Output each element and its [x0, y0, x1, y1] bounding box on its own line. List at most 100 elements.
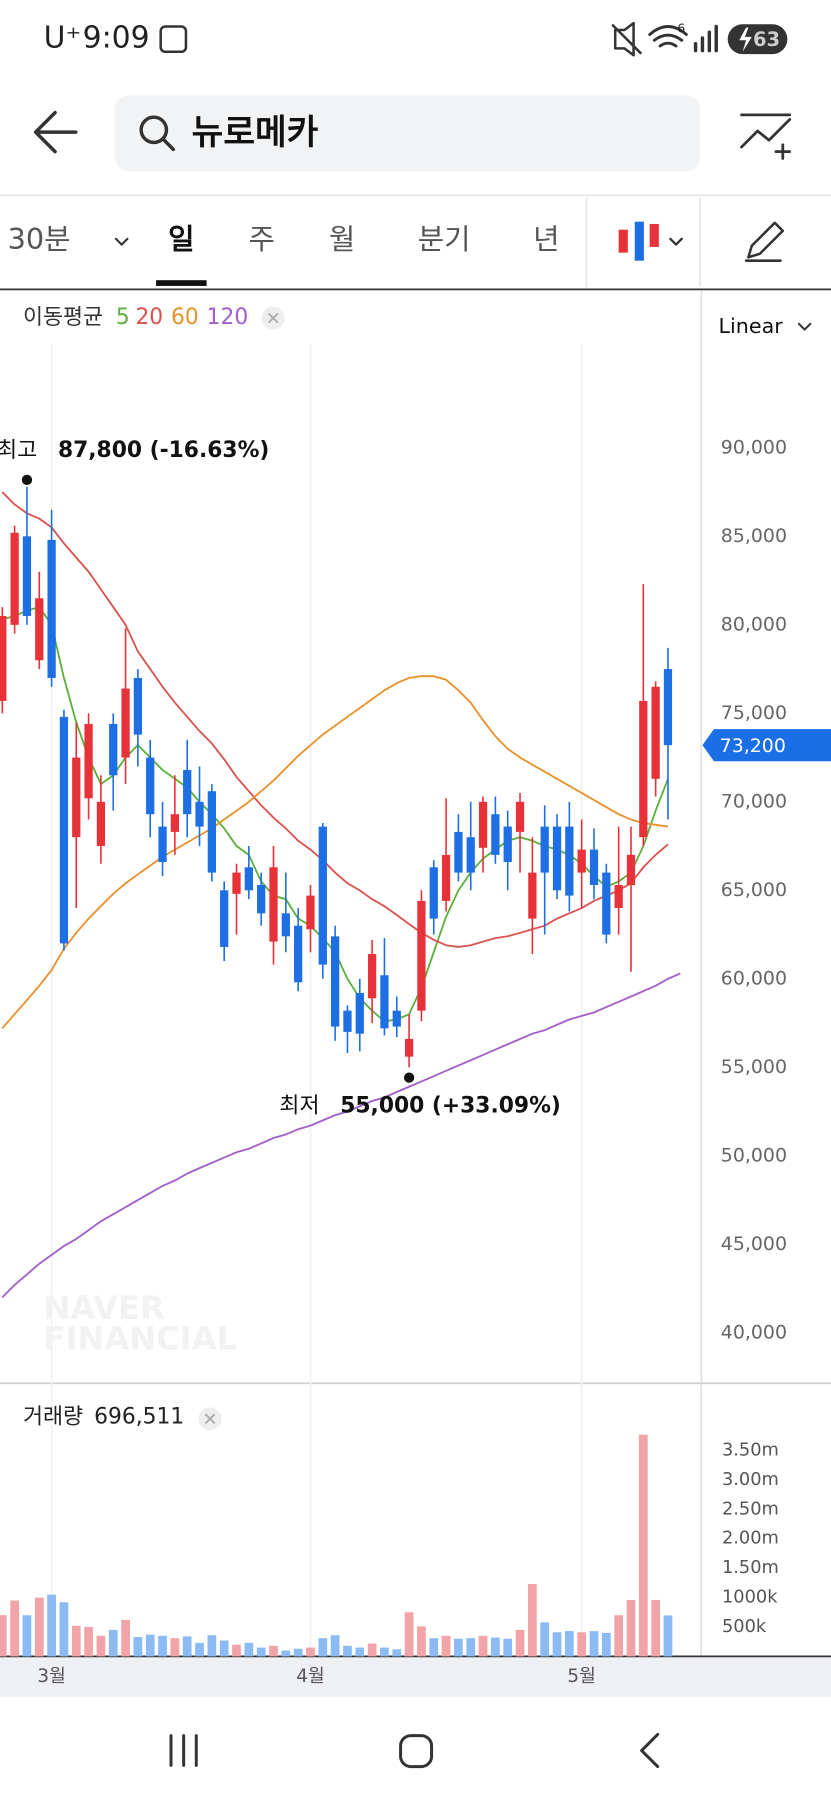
volume-bar	[0, 1615, 7, 1657]
volume-bar	[71, 1625, 81, 1657]
volume-bar	[108, 1629, 118, 1657]
volume-bar	[182, 1636, 192, 1657]
watermark: NAVER	[44, 1289, 165, 1327]
search-box[interactable]	[114, 95, 701, 172]
period-tab[interactable]: 주	[248, 222, 274, 256]
volume-bar	[10, 1600, 19, 1657]
volume-bar	[429, 1638, 439, 1657]
volume-latest: 696,511	[94, 1405, 184, 1430]
candle-body	[577, 849, 586, 873]
volume-bar	[478, 1635, 488, 1657]
y-tick-label: 55,000	[721, 1056, 787, 1078]
candle-body	[417, 900, 426, 1011]
candle-body	[72, 757, 81, 838]
low-value: 55,000 (+33.09%)	[340, 1093, 561, 1118]
candle-body	[47, 539, 56, 678]
candle-body	[540, 826, 549, 873]
icon-part	[618, 229, 628, 253]
volume-bar	[540, 1622, 550, 1657]
period-tab[interactable]: 분기	[418, 222, 471, 256]
candle-body	[602, 872, 611, 935]
system-back-button[interactable]	[640, 1732, 660, 1769]
volume-bar	[330, 1635, 340, 1657]
candle-body	[121, 688, 130, 758]
chevron	[114, 237, 129, 246]
volume-bar	[22, 1615, 32, 1657]
y-tick-label: 65,000	[721, 879, 787, 901]
icon-part	[634, 221, 644, 261]
candle-body	[441, 854, 451, 901]
volume-title: 거래량	[23, 1405, 83, 1430]
candle-body	[269, 867, 278, 942]
volume-bar	[638, 1434, 648, 1657]
y-tick-label: 1000k	[722, 1587, 778, 1608]
volume-bar	[158, 1635, 167, 1657]
period-tab[interactable]: 년	[533, 222, 559, 256]
scale-mode[interactable]: Linear	[719, 314, 784, 338]
candle-body	[220, 890, 229, 947]
chevron	[797, 322, 812, 331]
ma-line	[1, 675, 669, 1029]
y-tick-label: 3.50m	[722, 1440, 779, 1461]
volume-bar	[281, 1650, 291, 1657]
candle-body	[109, 723, 118, 776]
volume-bar	[601, 1632, 611, 1657]
period-tab[interactable]: 일	[168, 222, 194, 256]
draw-button[interactable]	[744, 221, 785, 262]
period-tab[interactable]: 30분	[8, 222, 71, 256]
volume-bar	[454, 1638, 463, 1657]
ma-legend-entry: 60	[171, 305, 199, 330]
ma-line	[1, 491, 669, 948]
volume-bar	[626, 1599, 636, 1657]
volume-bar	[515, 1629, 525, 1657]
screenshot-icon	[159, 25, 188, 54]
volume-bar	[528, 1584, 537, 1657]
volume-bar	[552, 1632, 562, 1657]
candle-body	[503, 826, 512, 862]
y-tick-label: 90,000	[721, 436, 787, 458]
candle-body	[232, 872, 241, 894]
candle-body	[195, 801, 204, 827]
candle-body	[183, 769, 192, 815]
volume-bar	[59, 1602, 69, 1657]
candle-body	[614, 884, 623, 909]
candle-body	[146, 757, 155, 815]
recent-apps-button[interactable]	[169, 1734, 198, 1767]
volume-bar	[589, 1631, 599, 1657]
candle-body	[515, 801, 525, 832]
volume-bar	[133, 1636, 143, 1657]
y-tick-label: 500k	[722, 1616, 767, 1637]
y-tick-label: 3.00m	[722, 1469, 779, 1490]
volume-bar	[293, 1648, 303, 1657]
candle-body	[0, 615, 7, 701]
candle-body	[59, 716, 69, 944]
wifi-icon	[648, 25, 688, 48]
x-tick-label: 4월	[296, 1666, 325, 1687]
candle-body	[404, 1038, 414, 1057]
chart-type-button[interactable]	[618, 221, 683, 261]
candle-body	[454, 831, 463, 873]
ma-line	[1, 972, 681, 1299]
back-button[interactable]	[33, 110, 78, 154]
ma-legend-entry: 20	[135, 305, 163, 330]
ma-remove-icon	[267, 312, 279, 324]
period-tab[interactable]: 월	[329, 222, 355, 256]
compare-button[interactable]	[740, 113, 792, 160]
volume-bar	[404, 1612, 414, 1657]
home-button[interactable]	[399, 1734, 434, 1769]
candle-body	[380, 975, 389, 1029]
volume-bar	[269, 1645, 278, 1657]
volume-bar	[577, 1632, 587, 1657]
low-label: 최저	[279, 1093, 319, 1118]
volume-bar	[96, 1635, 106, 1657]
period-tabs: 30분 일 주 월 분기 년	[8, 222, 560, 286]
x-tick-label: 3월	[37, 1666, 66, 1687]
volume-bar	[47, 1594, 56, 1657]
volume-bar	[34, 1597, 44, 1657]
candle-body	[429, 867, 438, 919]
mute-icon	[611, 21, 642, 57]
watermark: FINANCIAL	[44, 1320, 237, 1358]
candle-body	[639, 700, 648, 838]
volume-bar	[256, 1647, 266, 1657]
